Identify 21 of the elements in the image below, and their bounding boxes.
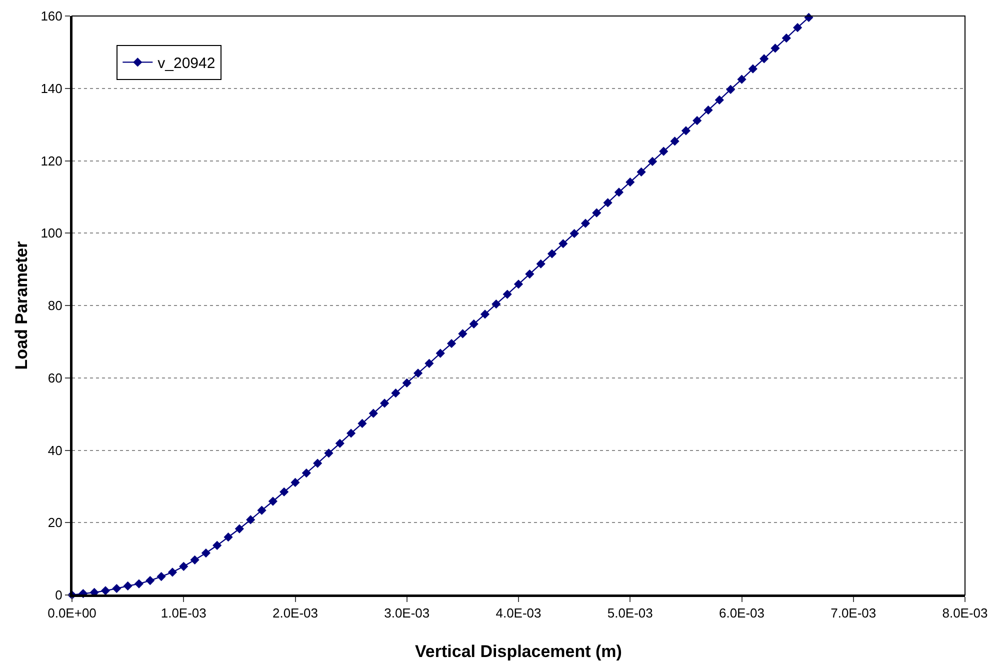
y-tick-label: 100 xyxy=(40,226,62,241)
x-tick-label: 1.0E-03 xyxy=(160,606,206,621)
x-tick-label: 8.0E-03 xyxy=(942,606,988,621)
y-axis-title: Load Parameter xyxy=(12,240,31,370)
x-tick-label: 7.0E-03 xyxy=(830,606,876,621)
y-tick-label: 120 xyxy=(40,153,62,168)
y-tick-label: 60 xyxy=(48,370,62,386)
y-tick-label: 40 xyxy=(48,442,62,458)
x-tick-label: 3.0E-03 xyxy=(384,606,430,621)
x-tick-label: 5.0E-03 xyxy=(607,606,653,621)
x-tick-label: 2.0E-03 xyxy=(272,606,318,621)
x-tick-label: 0.0E+00 xyxy=(48,606,96,621)
x-tick-label: 4.0E-03 xyxy=(496,606,542,621)
y-tick-label: 0 xyxy=(55,588,62,603)
y-tick-label: 140 xyxy=(40,80,62,96)
y-tick-label: 20 xyxy=(48,515,62,530)
y-tick-label: 160 xyxy=(40,8,62,24)
x-tick-label: 6.0E-03 xyxy=(718,606,765,621)
x-axis-title: Vertical Displacement (m) xyxy=(415,642,622,661)
y-tick-label: 80 xyxy=(48,298,62,314)
legend-label: v_20942 xyxy=(158,55,216,72)
